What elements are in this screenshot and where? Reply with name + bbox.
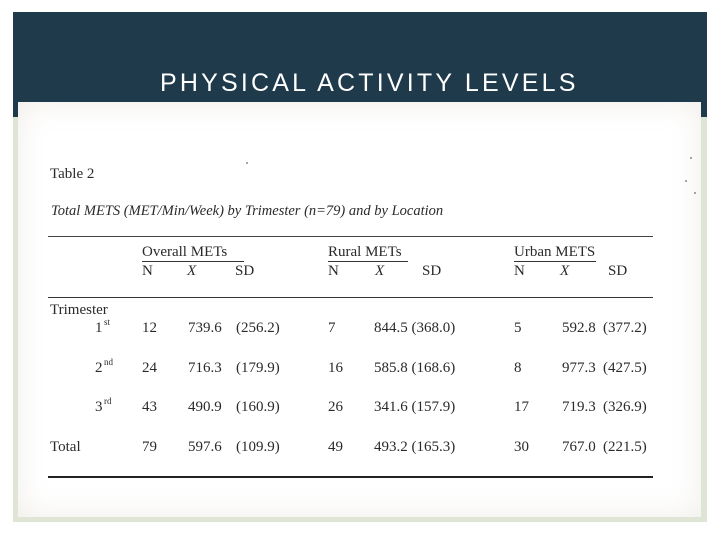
cell: 5	[514, 320, 522, 336]
cell: 43	[142, 399, 157, 415]
row-label: 2	[95, 360, 103, 376]
bottom-rule	[48, 476, 653, 478]
subheader-n: N	[328, 263, 339, 279]
cell: 7	[328, 320, 336, 336]
row-label-sup: st	[104, 317, 111, 327]
subheader-sd: SD	[235, 263, 255, 279]
cell: 585.8 (168.6)	[374, 360, 456, 376]
group-underline	[328, 261, 408, 262]
scan-speck	[694, 192, 696, 194]
group-underline	[142, 261, 244, 262]
subheader-x: X	[560, 263, 570, 279]
cell: (179.9)	[236, 360, 280, 376]
subheader-x: X	[187, 263, 197, 279]
group-underline	[514, 261, 596, 262]
cell: 767.0	[562, 439, 596, 455]
row-label-sup: rd	[104, 396, 112, 406]
subheader-n: N	[142, 263, 153, 279]
table-label: Table 2	[50, 166, 95, 182]
cell: 79	[142, 439, 157, 455]
cell: (427.5)	[603, 360, 647, 376]
cell: 493.2 (165.3)	[374, 439, 456, 455]
top-rule	[48, 236, 653, 237]
cell: 716.3	[188, 360, 222, 376]
cell: 490.9	[188, 399, 222, 415]
subheader-sd: SD	[608, 263, 628, 279]
cell: (377.2)	[603, 320, 647, 336]
cell: 977.3	[562, 360, 596, 376]
cell: 30	[514, 439, 529, 455]
subheader-x: X	[375, 263, 385, 279]
cell: 597.6	[188, 439, 222, 455]
cell: (256.2)	[236, 320, 280, 336]
slide-header: PHYSICAL ACTIVITY LEVELS	[13, 12, 707, 117]
row-label-sup: nd	[104, 357, 113, 367]
slide-title: PHYSICAL ACTIVITY LEVELS	[160, 69, 579, 97]
row-label-total: Total	[50, 439, 81, 455]
cell: 719.3	[562, 399, 596, 415]
cell: 844.5 (368.0)	[374, 320, 456, 336]
subheader-n: N	[514, 263, 525, 279]
cell: 592.8	[562, 320, 596, 336]
cell: (160.9)	[236, 399, 280, 415]
cell: 8	[514, 360, 522, 376]
scan-speck	[690, 157, 692, 159]
header-rule	[48, 297, 653, 298]
scan-speck	[685, 180, 687, 182]
cell: 26	[328, 399, 343, 415]
table-caption: Total METS (MET/Min/Week) by Trimester (…	[51, 203, 444, 219]
cell: 49	[328, 439, 343, 455]
cell: 24	[142, 360, 157, 376]
row-label: 3	[95, 399, 103, 415]
cell: 12	[142, 320, 157, 336]
row-label: 1	[95, 320, 103, 336]
subheader-sd: SD	[422, 263, 442, 279]
scanned-table-image: Table 2 Total METS (MET/Min/Week) by Tri…	[18, 102, 701, 517]
cell: (221.5)	[603, 439, 647, 455]
group-header-overall: Overall METs	[142, 244, 228, 260]
cell: 16	[328, 360, 343, 376]
cell: 739.6	[188, 320, 222, 336]
cell: (109.9)	[236, 439, 280, 455]
cell: 17	[514, 399, 529, 415]
group-header-urban: Urban METS	[514, 244, 596, 260]
scan-speck	[246, 162, 248, 164]
group-header-rural: Rural METs	[328, 244, 402, 260]
cell: 341.6 (157.9)	[374, 399, 456, 415]
cell: (326.9)	[603, 399, 647, 415]
row-group-label: Trimester	[50, 302, 108, 318]
